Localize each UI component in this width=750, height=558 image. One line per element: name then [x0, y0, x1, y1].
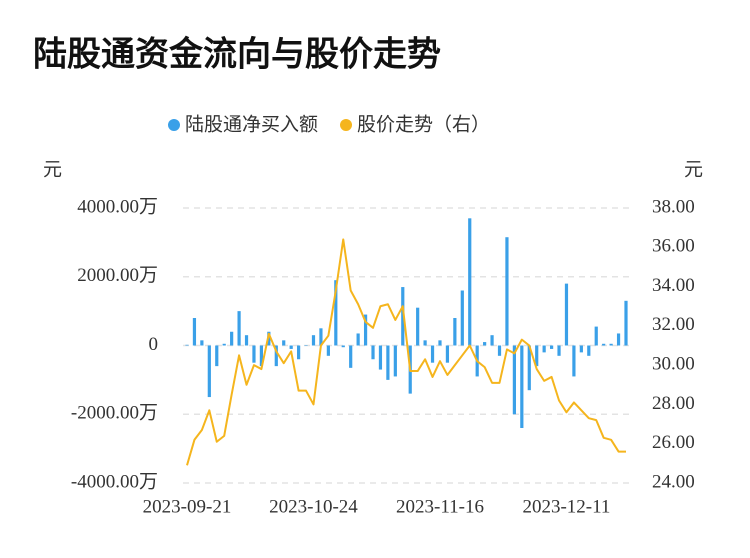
bar [616, 333, 621, 346]
bar [542, 345, 546, 353]
bar [505, 237, 509, 346]
bar [445, 345, 450, 363]
bar [215, 345, 219, 367]
bar [587, 345, 591, 356]
bar [282, 340, 286, 346]
price-line [186, 238, 626, 466]
bar [230, 331, 234, 346]
bar [497, 345, 502, 356]
y2-tick-label: 24.00 [652, 471, 695, 492]
bar [297, 345, 301, 360]
bar [416, 307, 420, 346]
bar [549, 345, 554, 349]
bar [564, 283, 569, 346]
bar [192, 318, 197, 346]
bar [244, 335, 249, 346]
legend-label: 股价走势（右） [357, 114, 490, 136]
y2-tick-label: 36.00 [652, 236, 695, 257]
bar [222, 343, 226, 346]
bar [386, 345, 390, 380]
y-axis-title: 元 [43, 159, 62, 181]
bar [200, 340, 204, 346]
bar [252, 345, 256, 363]
y2-tick-label: 30.00 [652, 354, 695, 375]
bar [356, 333, 360, 346]
bar [371, 345, 375, 360]
bar [535, 345, 539, 367]
y-tick-label: 2000.00万 [77, 265, 158, 286]
bar [572, 345, 576, 377]
y2-tick-label: 26.00 [652, 432, 695, 453]
bar [304, 345, 308, 346]
x-tick-label: 2023-10-24 [269, 496, 358, 517]
legend-marker [168, 119, 180, 131]
bar [363, 314, 368, 346]
bar [609, 343, 613, 346]
bar [259, 345, 264, 367]
y-tick-label: 4000.00万 [77, 196, 158, 217]
bar [579, 345, 583, 353]
bar [341, 345, 345, 348]
bar [349, 345, 353, 368]
bar [483, 342, 487, 346]
bar [460, 290, 464, 346]
bar [393, 345, 397, 377]
x-tick-label: 2023-09-21 [143, 496, 232, 517]
bar [430, 345, 435, 363]
bar [237, 311, 241, 346]
bar [512, 345, 516, 415]
bar [207, 345, 211, 398]
y2-tick-label: 34.00 [652, 275, 695, 296]
y-tick-label: -2000.00万 [71, 403, 158, 424]
bar [319, 328, 323, 346]
bar [334, 280, 338, 346]
legend-marker [340, 119, 353, 131]
y2-tick-label: 28.00 [652, 393, 695, 414]
bar [557, 345, 561, 356]
bar [453, 318, 457, 346]
bar [401, 287, 405, 346]
x-tick-label: 2023-11-16 [396, 496, 484, 517]
bar [527, 345, 531, 391]
y-tick-label: 0 [149, 334, 159, 355]
legend-label: 陆股通净买入额 [185, 114, 318, 136]
bar [274, 345, 278, 367]
y-tick-label: -4000.00万 [71, 471, 158, 492]
bar [602, 343, 606, 346]
bar [624, 300, 628, 346]
y2-tick-label: 38.00 [652, 196, 695, 217]
bar [423, 340, 427, 346]
bar [326, 345, 330, 356]
bar [378, 345, 383, 370]
x-tick-label: 2023-12-11 [522, 496, 610, 517]
bar [520, 345, 524, 428]
bar [594, 326, 598, 346]
y2-axis-title: 元 [684, 159, 703, 181]
bar [490, 335, 494, 346]
bar [267, 331, 271, 346]
bar [289, 345, 293, 349]
bar [438, 340, 442, 346]
y2-tick-label: 32.00 [652, 314, 695, 335]
bar [311, 335, 316, 346]
chart-title: 陆股通资金流向与股价走势 [33, 35, 441, 75]
bar [185, 344, 189, 346]
bar [468, 218, 472, 346]
